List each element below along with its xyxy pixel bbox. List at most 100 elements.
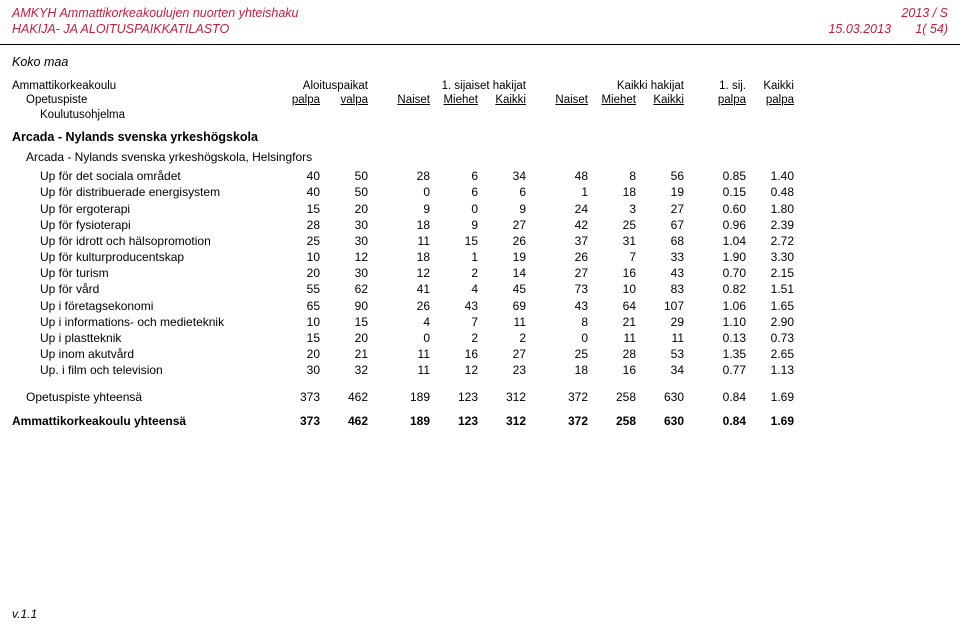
row-value: 42 [540,217,588,233]
row-value: 69 [478,298,526,314]
row-value: 26 [478,233,526,249]
row-value: 15 [320,314,368,330]
table-row: Up för kulturproducentskap10121811926733… [12,249,948,265]
grand-v3: 123 [430,413,478,429]
summary-v2: 189 [382,389,430,405]
row-value: 7 [588,249,636,265]
col-g1a: palpa [272,93,320,107]
row-value: 0.48 [746,184,794,200]
grand-v4: 312 [478,413,526,429]
row-value: 11 [382,233,430,249]
header-title-1: AMKYH Ammattikorkeakoulujen nuorten yhte… [12,6,298,20]
row-value: 1.51 [746,281,794,297]
row-value: 9 [430,217,478,233]
row-value: 15 [272,201,320,217]
row-value: 27 [540,265,588,281]
grand-v0: 373 [272,413,320,429]
row-value: 1.65 [746,298,794,314]
row-value: 15 [430,233,478,249]
column-headers-row3: Koulutusohjelma [12,108,948,122]
section-label: Koko maa [12,55,948,69]
row-value: 20 [272,265,320,281]
table-row: Up för turism2030122142716430.702.15 [12,265,948,281]
row-value: 18 [588,184,636,200]
summary-v7: 630 [636,389,684,405]
row-value: 68 [636,233,684,249]
row-label: Up i företagsekonomi [12,298,272,314]
row-value: 33 [636,249,684,265]
row-value: 12 [320,249,368,265]
row-value: 9 [478,201,526,217]
row-value: 19 [636,184,684,200]
row-value: 43 [636,265,684,281]
row-value: 2 [430,265,478,281]
row-value: 4 [430,281,478,297]
row-value: 20 [272,346,320,362]
row-value: 67 [636,217,684,233]
summary-v9: 1.69 [746,389,794,405]
campus-name: Arcada - Nylands svenska yrkeshögskola, … [26,150,948,164]
col-g2b: Miehet [430,93,478,107]
col-left-3: Koulutusohjelma [12,108,272,122]
row-value: 1.35 [698,346,746,362]
row-value: 0 [540,330,588,346]
row-value: 50 [320,168,368,184]
row-value: 20 [320,330,368,346]
row-value: 0 [382,184,430,200]
table-row: Up för idrott och hälsopromotion25301115… [12,233,948,249]
row-value: 45 [478,281,526,297]
row-value: 18 [540,362,588,378]
row-value: 27 [478,217,526,233]
row-value: 26 [540,249,588,265]
row-value: 1.90 [698,249,746,265]
row-label: Up för idrott och hälsopromotion [12,233,272,249]
col-g4b-top: Kaikki [746,79,794,93]
row-value: 6 [478,184,526,200]
row-label: Up i plastteknik [12,330,272,346]
row-value: 3.30 [746,249,794,265]
row-value: 2 [478,330,526,346]
table-row: Up inom akutvård20211116272528531.352.65 [12,346,948,362]
row-value: 30 [320,265,368,281]
row-value: 10 [588,281,636,297]
col-g2c: Kaikki [478,93,526,107]
summary-v8: 0.84 [698,389,746,405]
row-value: 0.82 [698,281,746,297]
row-value: 37 [540,233,588,249]
row-value: 0.70 [698,265,746,281]
row-value: 27 [478,346,526,362]
row-value: 18 [382,249,430,265]
row-value: 28 [382,168,430,184]
row-value: 73 [540,281,588,297]
col-left-1: Ammattikorkeakoulu [12,79,272,93]
grand-v7: 630 [636,413,684,429]
row-value: 11 [588,330,636,346]
row-value: 56 [636,168,684,184]
grand-v5: 372 [540,413,588,429]
row-value: 16 [588,265,636,281]
row-value: 6 [430,168,478,184]
row-value: 18 [382,217,430,233]
row-value: 48 [540,168,588,184]
row-value: 0.96 [698,217,746,233]
row-value: 2.39 [746,217,794,233]
row-value: 28 [272,217,320,233]
row-value: 2 [430,330,478,346]
row-value: 0.85 [698,168,746,184]
row-value: 65 [272,298,320,314]
grand-total-row: Ammattikorkeakoulu yhteensä 373 462 189 … [12,413,948,429]
row-value: 4 [382,314,430,330]
row-value: 29 [636,314,684,330]
row-value: 2.72 [746,233,794,249]
row-value: 21 [320,346,368,362]
row-value: 1.04 [698,233,746,249]
row-value: 0 [382,330,430,346]
row-value: 10 [272,249,320,265]
row-value: 11 [382,362,430,378]
grand-v9: 1.69 [746,413,794,429]
school-name: Arcada - Nylands svenska yrkeshögskola [12,130,948,144]
row-value: 1.06 [698,298,746,314]
row-value: 0.73 [746,330,794,346]
row-value: 12 [430,362,478,378]
grand-v6: 258 [588,413,636,429]
